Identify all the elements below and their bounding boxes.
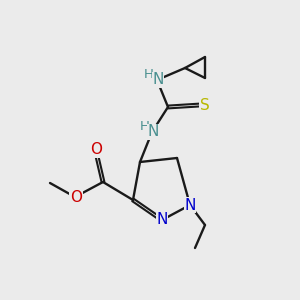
Text: H: H	[144, 68, 154, 82]
Text: H: H	[140, 121, 150, 134]
Text: N: N	[184, 197, 196, 212]
Text: O: O	[90, 142, 102, 158]
Text: N: N	[156, 212, 168, 227]
Text: O: O	[70, 190, 82, 205]
Text: N: N	[152, 73, 164, 88]
Text: S: S	[200, 98, 210, 112]
Text: N: N	[147, 124, 159, 140]
